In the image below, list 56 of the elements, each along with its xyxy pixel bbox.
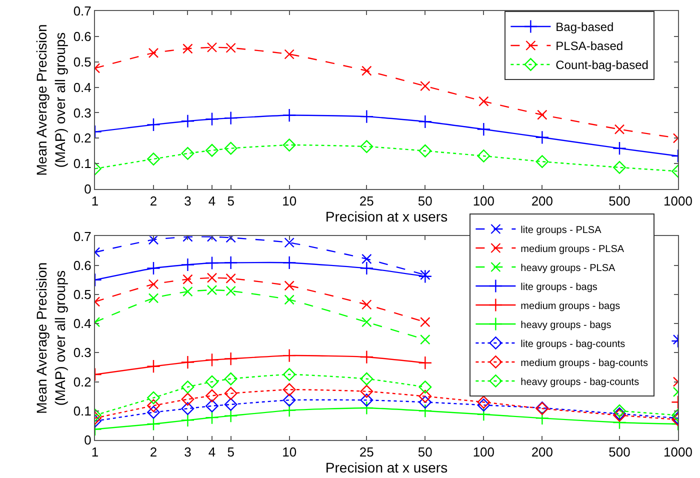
x-tick-label: 50: [418, 444, 432, 460]
x-tick-label: 100: [472, 194, 495, 209]
y-tick-label: 0.3: [73, 105, 92, 120]
legend-label: medium groups - bag-counts: [520, 358, 648, 369]
y-tick-label: 0.6: [73, 28, 92, 44]
legend-label: Count-bag-based: [556, 58, 648, 72]
y-tick-label: 0: [84, 432, 92, 448]
x-tick-label: 3: [184, 444, 192, 460]
x-axis-title: Precision at x users: [325, 208, 448, 225]
legend-label: lite groups - bags: [520, 282, 598, 293]
y-tick-label: 0.2: [73, 374, 92, 390]
y-axis-title: Mean Average Precision (MAP) over all groups: [34, 262, 68, 414]
x-tick-label: 3: [184, 194, 192, 209]
x-tick-label: 200: [531, 194, 554, 209]
legend-label: lite groups - bag-counts: [520, 338, 626, 350]
x-tick-label: 1000: [664, 194, 692, 209]
x-tick-label: 10: [282, 194, 297, 209]
legend-label: heavy groups - bags: [520, 320, 612, 331]
x-tick-label: 500: [608, 444, 630, 460]
y-tick-label: 0.7: [73, 4, 92, 19]
x-axis-title: Precision at x users: [325, 460, 448, 476]
x-tick-label: 1: [91, 194, 99, 209]
legend-label: heavy groups - PLSA: [520, 262, 616, 274]
x-tick-label: 100: [472, 444, 495, 460]
y-tick-label: 0.7: [73, 228, 92, 244]
x-tick-label: 500: [608, 194, 630, 209]
y-axis-title: Mean Average Precision (MAP) over all groups: [34, 24, 68, 176]
x-tick-label: 2: [150, 194, 158, 209]
x-tick-label: 4: [208, 194, 216, 209]
y-tick-label: 0.4: [73, 316, 92, 332]
y-tick-label: 0.4: [73, 80, 92, 95]
x-tick-label: 25: [359, 194, 374, 209]
y-tick-label: 0.2: [73, 130, 92, 146]
x-tick-label: 200: [531, 444, 554, 460]
x-tick-label: 5: [227, 444, 234, 460]
x-tick-label: 25: [359, 444, 374, 460]
x-tick-label: 1000: [664, 444, 692, 460]
legend-label: medium groups - bags: [520, 300, 620, 312]
x-tick-label: 10: [282, 444, 297, 460]
legend-label: PLSA-based: [556, 39, 624, 54]
y-tick-label: 0.6: [73, 258, 92, 273]
y-tick-label: 0.5: [73, 54, 92, 70]
y-tick-label: 0.1: [73, 403, 92, 418]
x-tick-label: 1: [91, 444, 99, 460]
y-tick-label: 0.1: [73, 156, 92, 172]
x-tick-label: 5: [227, 194, 234, 209]
legend-label: Bag-based: [556, 20, 614, 34]
y-tick-label: 0.3: [73, 345, 92, 360]
legend-label: medium groups - PLSA: [520, 244, 624, 255]
x-tick-label: 2: [150, 444, 158, 460]
legend-label: lite groups - PLSA: [520, 224, 602, 236]
legend-label: heavy groups - bag-counts: [520, 376, 640, 388]
x-tick-label: 4: [208, 444, 216, 460]
x-tick-label: 50: [418, 194, 432, 209]
y-tick-label: 0.5: [73, 286, 92, 302]
y-tick-label: 0: [84, 182, 92, 197]
